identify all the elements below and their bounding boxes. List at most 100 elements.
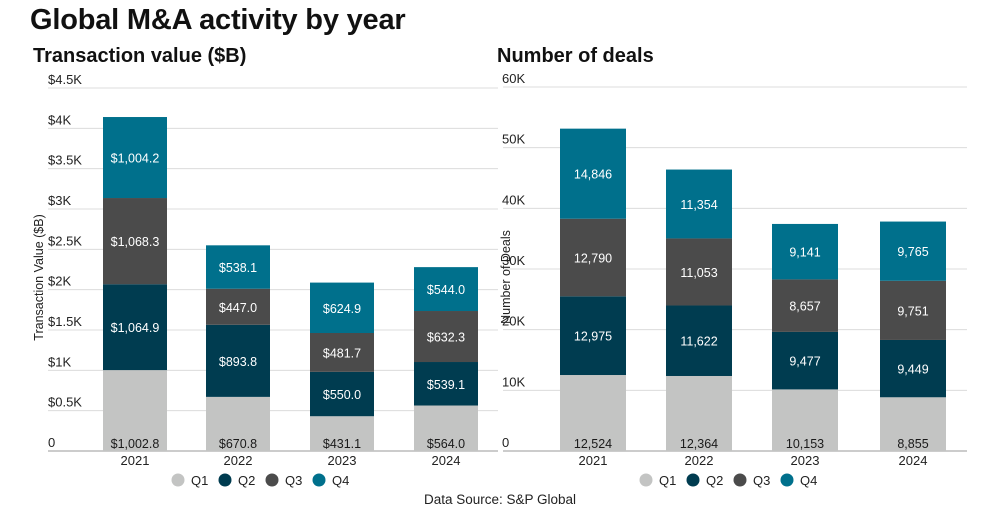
- value-data-label-2024-q4: $544.0: [427, 283, 465, 297]
- deals-bar-2021-q3: [560, 218, 626, 297]
- value-ytick-label: 0: [48, 435, 55, 450]
- deals-ytick-label: 0: [502, 435, 509, 450]
- deals-data-label-2022-q4: 11,354: [680, 198, 717, 212]
- value-ytick-label: $3.5K: [48, 153, 82, 168]
- deals-ytick-label: 50K: [502, 132, 525, 147]
- deals-bar-2024-q3: [880, 280, 946, 340]
- deals-bar-2023-q1: [772, 389, 838, 451]
- deals-bar-2022-q4: [666, 169, 732, 239]
- deals-data-label-2023-q4: 9,141: [789, 246, 820, 260]
- value-legend-label-q2: Q2: [238, 473, 255, 488]
- deals-category-label-2021: 2021: [579, 453, 608, 468]
- deals-data-label-2022-q2: 11,622: [680, 335, 717, 349]
- value-data-label-2021-q1: $1,002.8: [111, 437, 160, 451]
- deals-data-label-2021-q1: 12,524: [574, 437, 612, 451]
- deals-data-label-2024-q2: 9,449: [897, 363, 928, 377]
- value-bar-2024-q2: [414, 362, 478, 406]
- value-ytick-label: $4K: [48, 112, 71, 127]
- value-ytick-label: $3K: [48, 193, 71, 208]
- value-category-label-2023: 2023: [328, 453, 357, 468]
- deals-data-label-2024-q3: 9,751: [897, 304, 928, 318]
- value-data-label-2021-q3: $1,068.3: [111, 235, 160, 249]
- value-legend-label-q3: Q3: [285, 473, 302, 488]
- deals-legend-label-q2: Q2: [706, 473, 723, 488]
- value-bar-2023-q1: [310, 416, 374, 451]
- value-legend-marker-q4: [312, 473, 326, 487]
- deals-legend-label-q1: Q1: [659, 473, 676, 488]
- value-bar-2021-q4: [103, 117, 167, 199]
- deals-bar-2022-q2: [666, 305, 732, 376]
- deals-bar-2024-q2: [880, 339, 946, 398]
- value-category-label-2022: 2022: [224, 453, 253, 468]
- value-data-label-2022-q1: $670.8: [219, 437, 257, 451]
- deals-data-label-2024-q4: 9,765: [897, 245, 928, 259]
- value-data-label-2022-q2: $893.8: [219, 355, 257, 369]
- deals-ytick-label: 10K: [502, 374, 525, 389]
- transaction-value-chart-title: Transaction value ($B): [33, 45, 247, 67]
- deals-data-label-2022-q3: 11,053: [680, 266, 717, 280]
- value-legend-label-q4: Q4: [332, 473, 349, 488]
- deals-legend-label-q4: Q4: [800, 473, 817, 488]
- deals-data-label-2021-q4: 14,846: [574, 168, 612, 182]
- value-bar-2023-q4: [310, 282, 374, 334]
- deals-data-label-2021-q2: 12,975: [574, 330, 612, 344]
- value-bar-2022-q3: [206, 288, 270, 325]
- deals-legend-marker-q3: [733, 473, 747, 487]
- deals-ytick-label: 20K: [502, 314, 525, 329]
- value-data-label-2023-q3: $481.7: [323, 346, 361, 360]
- number-of-deals-chart-title: Number of deals: [497, 45, 654, 67]
- deals-bar-2021-q4: [560, 128, 626, 219]
- deals-bar-2021-q1: [560, 375, 626, 451]
- value-data-label-2022-q4: $538.1: [219, 261, 257, 275]
- value-bar-2021-q2: [103, 284, 167, 371]
- deals-ytick-label: 60K: [502, 71, 525, 86]
- deals-data-label-2023-q1: 10,153: [786, 437, 824, 451]
- value-bar-2024-q4: [414, 267, 478, 312]
- value-bar-2022-q2: [206, 324, 270, 397]
- value-data-label-2021-q2: $1,064.9: [111, 321, 160, 335]
- deals-ytick-label: 40K: [502, 192, 525, 207]
- value-ytick-label: $0.5K: [48, 395, 82, 410]
- value-bar-2023-q2: [310, 371, 374, 417]
- value-data-label-2024-q2: $539.1: [427, 378, 465, 392]
- deals-bar-2023-q2: [772, 331, 838, 390]
- deals-category-label-2022: 2022: [685, 453, 714, 468]
- value-category-label-2021: 2021: [121, 453, 150, 468]
- value-ytick-label: $1K: [48, 354, 71, 369]
- value-ytick-label: $4.5K: [48, 72, 82, 87]
- value-bar-2021-q1: [103, 370, 167, 451]
- value-category-label-2024: 2024: [432, 453, 461, 468]
- value-bar-2024-q3: [414, 311, 478, 363]
- deals-bar-2021-q2: [560, 296, 626, 376]
- value-data-label-2024-q3: $632.3: [427, 331, 465, 345]
- deals-data-label-2021-q3: 12,790: [574, 252, 612, 266]
- deals-category-label-2024: 2024: [899, 453, 928, 468]
- value-bar-2024-q1: [414, 405, 478, 451]
- deals-legend-marker-q2: [686, 473, 700, 487]
- deals-y-axis-label: Number of Deals: [499, 230, 513, 324]
- value-data-label-2023-q2: $550.0: [323, 388, 361, 402]
- value-ytick-label: $1.5K: [48, 314, 82, 329]
- deals-data-label-2024-q1: 8,855: [897, 437, 928, 451]
- deals-category-label-2023: 2023: [791, 453, 820, 468]
- value-legend-label-q1: Q1: [191, 473, 208, 488]
- value-bar-2022-q1: [206, 396, 270, 451]
- value-bar-2023-q3: [310, 333, 374, 372]
- deals-bar-2024-q4: [880, 221, 946, 281]
- data-source-note: Data Source: S&P Global: [423, 492, 577, 507]
- deals-bar-2023-q4: [772, 223, 838, 280]
- value-data-label-2023-q4: $624.9: [323, 302, 361, 316]
- deals-bar-2022-q1: [666, 375, 732, 451]
- value-bar-2021-q3: [103, 198, 167, 285]
- value-legend-marker-q2: [218, 473, 232, 487]
- deals-data-label-2022-q1: 12,364: [680, 437, 718, 451]
- deals-bar-2022-q3: [666, 238, 732, 306]
- deals-legend-marker-q4: [780, 473, 794, 487]
- page-title: Global M&A activity by year: [30, 4, 406, 36]
- value-data-label-2022-q3: $447.0: [219, 301, 257, 315]
- value-data-label-2021-q4: $1,004.2: [111, 152, 160, 166]
- deals-data-label-2023-q3: 8,657: [789, 300, 820, 314]
- deals-bar-2024-q1: [880, 397, 946, 451]
- deals-bar-2023-q3: [772, 279, 838, 332]
- deals-legend-label-q3: Q3: [753, 473, 770, 488]
